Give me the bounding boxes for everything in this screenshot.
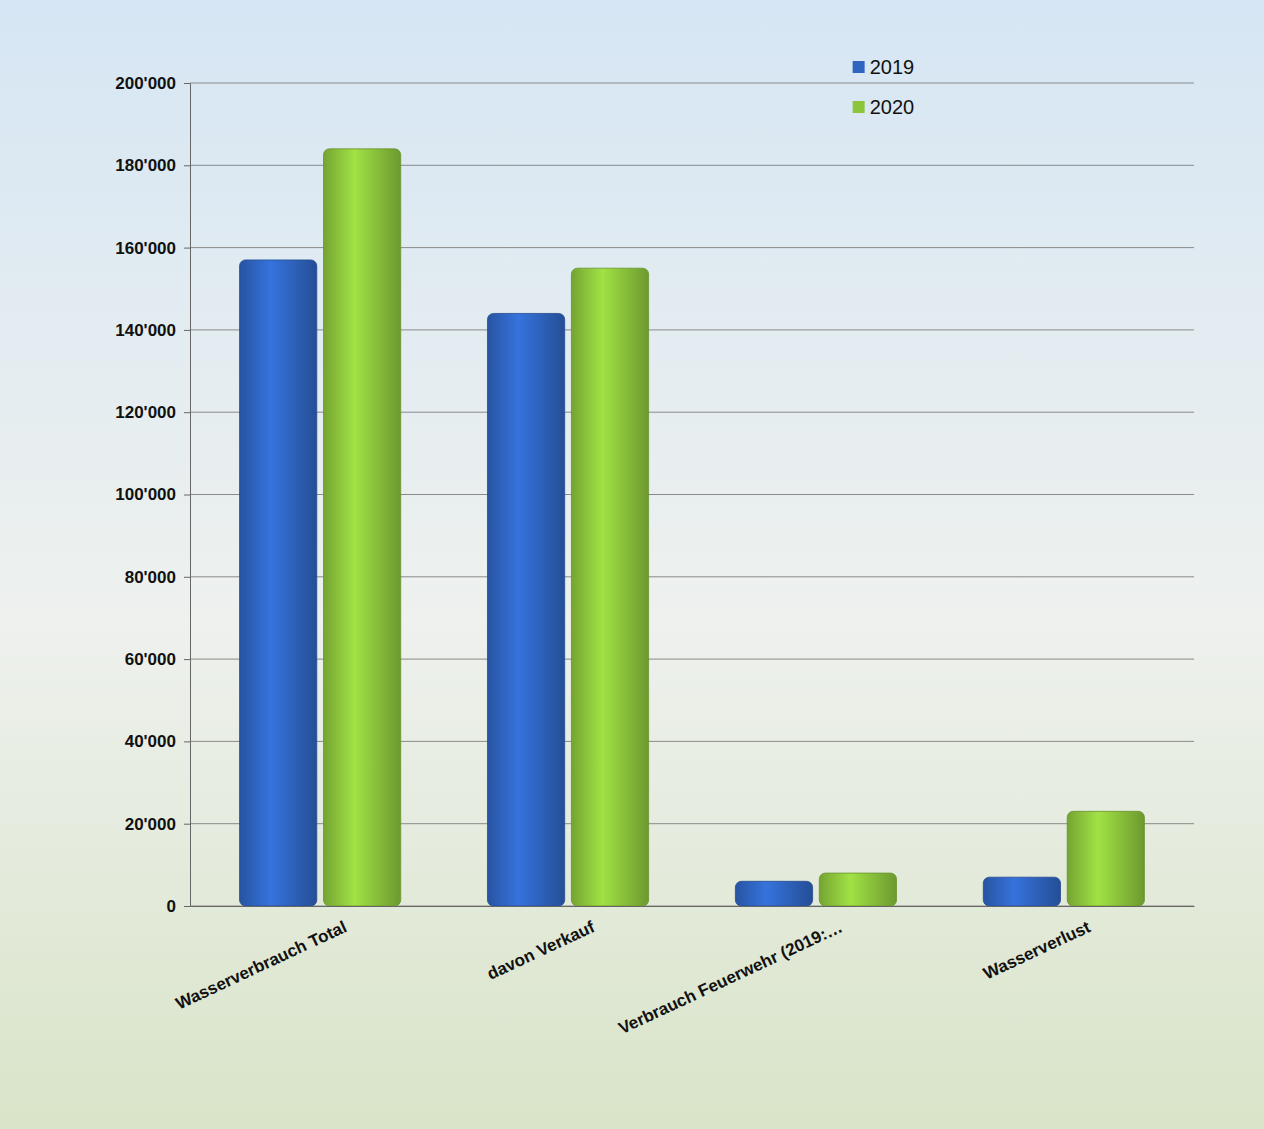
- grid-line: [190, 83, 1194, 84]
- y-tick-label: 200'000: [115, 74, 176, 93]
- y-tick-mark: [184, 248, 190, 249]
- x-axis: Wasserverbrauch Total davon Verkauf Verbra…: [173, 906, 1195, 1038]
- y-tick-mark: [184, 83, 190, 84]
- y-tick: 140'000: [115, 321, 190, 340]
- y-tick-mark: [184, 577, 190, 578]
- x-tick: davon Verkauf: [484, 906, 598, 984]
- legend-swatch: [853, 101, 865, 113]
- y-tick: 100'000: [115, 485, 190, 504]
- y-tick-label: 160'000: [115, 239, 176, 258]
- bar: [1067, 811, 1144, 906]
- y-tick: 40'000: [125, 732, 190, 751]
- y-tick-mark: [184, 906, 190, 907]
- bar: [487, 313, 564, 906]
- bar: [324, 149, 401, 906]
- y-tick-mark: [184, 165, 190, 166]
- x-axis-line: [191, 906, 1195, 907]
- y-tick: 20'000: [125, 815, 190, 834]
- chart: 0 20'000 40'000 60'000 80'000 100'000 120'000 1…: [0, 0, 1264, 1129]
- y-axis-line: [184, 84, 191, 907]
- y-tick-mark: [184, 659, 190, 660]
- y-tick-label: 20'000: [125, 815, 176, 834]
- bar: [983, 877, 1060, 906]
- bar: [571, 268, 648, 906]
- y-tick: 180'000: [115, 156, 190, 175]
- y-tick: 120'000: [115, 403, 190, 422]
- y-tick-label: 40'000: [125, 732, 176, 751]
- bar-series: [324, 149, 1145, 906]
- x-tick: Wasserverlust: [981, 906, 1094, 983]
- x-tick-label: Wasserverlust: [981, 917, 1094, 983]
- bars: [240, 149, 1145, 906]
- y-tick-label: 60'000: [125, 650, 176, 669]
- y-tick-mark: [184, 412, 190, 413]
- y-tick-mark: [184, 330, 190, 331]
- bar: [819, 873, 896, 906]
- legend-item: 2020: [853, 96, 915, 118]
- y-tick-label: 180'000: [115, 156, 176, 175]
- y-tick-mark: [184, 495, 190, 496]
- x-tick-label: davon Verkauf: [484, 917, 598, 983]
- x-tick: Verbrauch Feuerwehr (2019:…: [616, 906, 846, 1038]
- y-tick: 80'000: [125, 568, 190, 587]
- grid: [190, 83, 1194, 906]
- bar: [735, 881, 812, 906]
- plot: 0 20'000 40'000 60'000 80'000 100'000 120'000 1…: [115, 74, 1194, 1038]
- legend-label: 2020: [870, 96, 915, 118]
- legend-item: 2019: [853, 56, 915, 78]
- legend-swatch: [853, 61, 865, 73]
- y-tick: 160'000: [115, 239, 190, 258]
- y-tick-label: 120'000: [115, 403, 176, 422]
- y-axis: 0 20'000 40'000 60'000 80'000 100'000 120'000 1…: [115, 74, 190, 916]
- legend: 2019 2020: [853, 56, 915, 118]
- x-tick-label: Verbrauch Feuerwehr (2019:…: [616, 917, 846, 1038]
- y-tick: 60'000: [125, 650, 190, 669]
- y-tick: 0: [167, 897, 190, 916]
- x-tick: Wasserverbrauch Total: [173, 906, 350, 1013]
- y-tick-label: 80'000: [125, 568, 176, 587]
- y-tick-label: 100'000: [115, 485, 176, 504]
- legend-label: 2019: [870, 56, 915, 78]
- y-tick-label: 0: [167, 897, 176, 916]
- y-tick-mark: [184, 824, 190, 825]
- y-tick-mark: [184, 741, 190, 742]
- y-tick: 200'000: [115, 74, 190, 93]
- y-tick-label: 140'000: [115, 321, 176, 340]
- x-tick-label: Wasserverbrauch Total: [173, 917, 350, 1013]
- background: [0, 0, 1264, 1129]
- bar: [240, 260, 317, 906]
